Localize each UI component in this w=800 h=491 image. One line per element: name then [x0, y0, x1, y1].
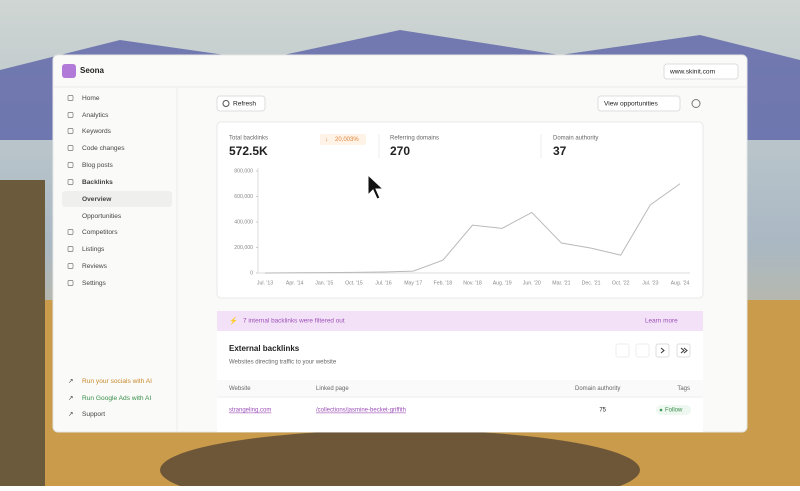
x-tick-label: Jun. '20	[523, 280, 541, 286]
column-header[interactable]: Linked page	[316, 386, 349, 392]
nav-icon	[67, 246, 74, 252]
nav-bottom-icon: ↗	[68, 395, 74, 402]
nav-item[interactable]: Opportunities	[82, 213, 122, 220]
logo-icon	[62, 64, 76, 78]
nav-item[interactable]: Listings	[82, 246, 105, 253]
stat-label: Total backlinks	[229, 136, 268, 142]
site-selector[interactable]	[663, 63, 739, 80]
column-header[interactable]: Domain authority	[575, 386, 620, 392]
chevron	[680, 347, 685, 354]
view-label: View opportunities	[604, 100, 658, 107]
x-tick-label: Feb. '18	[434, 280, 453, 286]
x-tick-label: Nov. '18	[463, 280, 482, 286]
pagination	[615, 343, 691, 358]
first-page[interactable]	[615, 343, 630, 358]
nav-bottom-item[interactable]: Support	[82, 411, 105, 418]
nav-item[interactable]: Blog posts	[82, 162, 113, 169]
x-tick-label: Oct. '15	[345, 280, 363, 286]
prev-page[interactable]	[635, 343, 650, 358]
cursor	[367, 173, 385, 200]
banner-icon: ⚡	[229, 316, 238, 325]
barrels	[160, 430, 640, 491]
line-series	[264, 183, 681, 274]
nav-bottom-item[interactable]: Run Google Ads with AI	[82, 395, 151, 402]
stat-value: 270	[390, 144, 410, 158]
banner	[217, 311, 703, 331]
chart-card	[216, 121, 704, 299]
x-tick-label: Mar. '21	[552, 280, 570, 286]
nav-icon	[67, 145, 74, 151]
x-tick-label: Dec. '21	[582, 280, 601, 286]
section-title: External backlinks	[229, 344, 300, 353]
stat-label: Domain authority	[553, 136, 598, 142]
nav-item[interactable]: Overview	[82, 196, 112, 203]
stat-value: 572.5K	[229, 144, 268, 158]
nav-item[interactable]: Reviews	[82, 263, 108, 270]
next-page[interactable]	[655, 343, 670, 358]
section-subtitle: Websites directing traffic to your websi…	[229, 360, 337, 366]
nav-icon	[67, 112, 74, 118]
site-name: www.skinit.com	[669, 68, 716, 75]
domain-authority: 75	[599, 408, 606, 414]
y-tick-label: 0	[250, 270, 253, 276]
stat-value: 37	[553, 144, 567, 158]
banner-link[interactable]: Learn more	[645, 318, 678, 325]
chevron	[660, 347, 665, 354]
x-tick-label: Jul. '16	[375, 280, 391, 286]
y-tick-label: 600,000	[234, 194, 253, 200]
nav-item[interactable]: Code changes	[82, 145, 125, 152]
nav-item[interactable]: Keywords	[82, 128, 112, 135]
column-header[interactable]: Tags	[677, 386, 690, 392]
y-tick-label: 800,000	[234, 168, 253, 174]
tag-pill	[656, 405, 691, 415]
column-header[interactable]: Website	[229, 386, 251, 392]
nav-item[interactable]: Settings	[82, 280, 107, 287]
nav-icon	[67, 263, 74, 269]
nav-icon	[67, 162, 74, 168]
y-tick-label: 200,000	[234, 245, 253, 251]
stat-change: 20,003%	[335, 137, 359, 143]
nav-active	[62, 191, 172, 207]
x-tick-label: Aug. '19	[493, 280, 512, 286]
x-tick-label: Apr. '14	[286, 280, 304, 286]
change-arrow: ↓	[325, 137, 328, 143]
nav-icon	[67, 179, 74, 185]
nav-bottom-item[interactable]: Run your socials with AI	[82, 378, 152, 385]
x-tick-label: Oct. '22	[612, 280, 630, 286]
website-link[interactable]: strangeling.com	[229, 408, 271, 414]
page-link[interactable]: /collections/jasmine-becket-griffith	[316, 408, 406, 414]
banner-text: 7 internal backlinks were filtered out	[243, 318, 345, 325]
tag: Follow	[665, 408, 683, 414]
nav-icon	[67, 229, 74, 235]
tag-dot	[659, 408, 663, 412]
x-tick-label: Jan. '15	[315, 280, 333, 286]
nav-item[interactable]: Analytics	[82, 112, 109, 119]
chevron	[683, 347, 688, 354]
tree	[0, 180, 45, 486]
nav-item[interactable]: Backlinks	[82, 179, 113, 186]
nav-bottom-icon: ↗	[68, 411, 74, 418]
x-tick-label: Jul. '13	[257, 280, 273, 286]
nav-bottom-icon: ↗	[68, 378, 74, 385]
nav-icon	[67, 280, 74, 286]
refresh-icon	[222, 100, 230, 107]
change-badge	[320, 134, 366, 145]
x-tick-label: May '17	[404, 280, 422, 286]
logo: Seona	[80, 66, 105, 75]
x-tick-label: Jul. '23	[642, 280, 658, 286]
stat-label: Referring domains	[390, 136, 439, 142]
info-icon[interactable]	[691, 99, 701, 108]
view-button[interactable]	[597, 95, 681, 112]
table-header	[217, 380, 703, 397]
nav-item[interactable]: Competitors	[82, 229, 118, 236]
nav-item[interactable]: Home	[82, 95, 100, 102]
x-tick-label: Aug. '24	[671, 280, 690, 286]
y-tick-label: 400,000	[234, 219, 253, 225]
nav-icon	[67, 95, 74, 101]
nav-icon	[67, 128, 74, 134]
refresh-label: Refresh	[233, 100, 256, 107]
refresh-button[interactable]	[216, 95, 266, 112]
